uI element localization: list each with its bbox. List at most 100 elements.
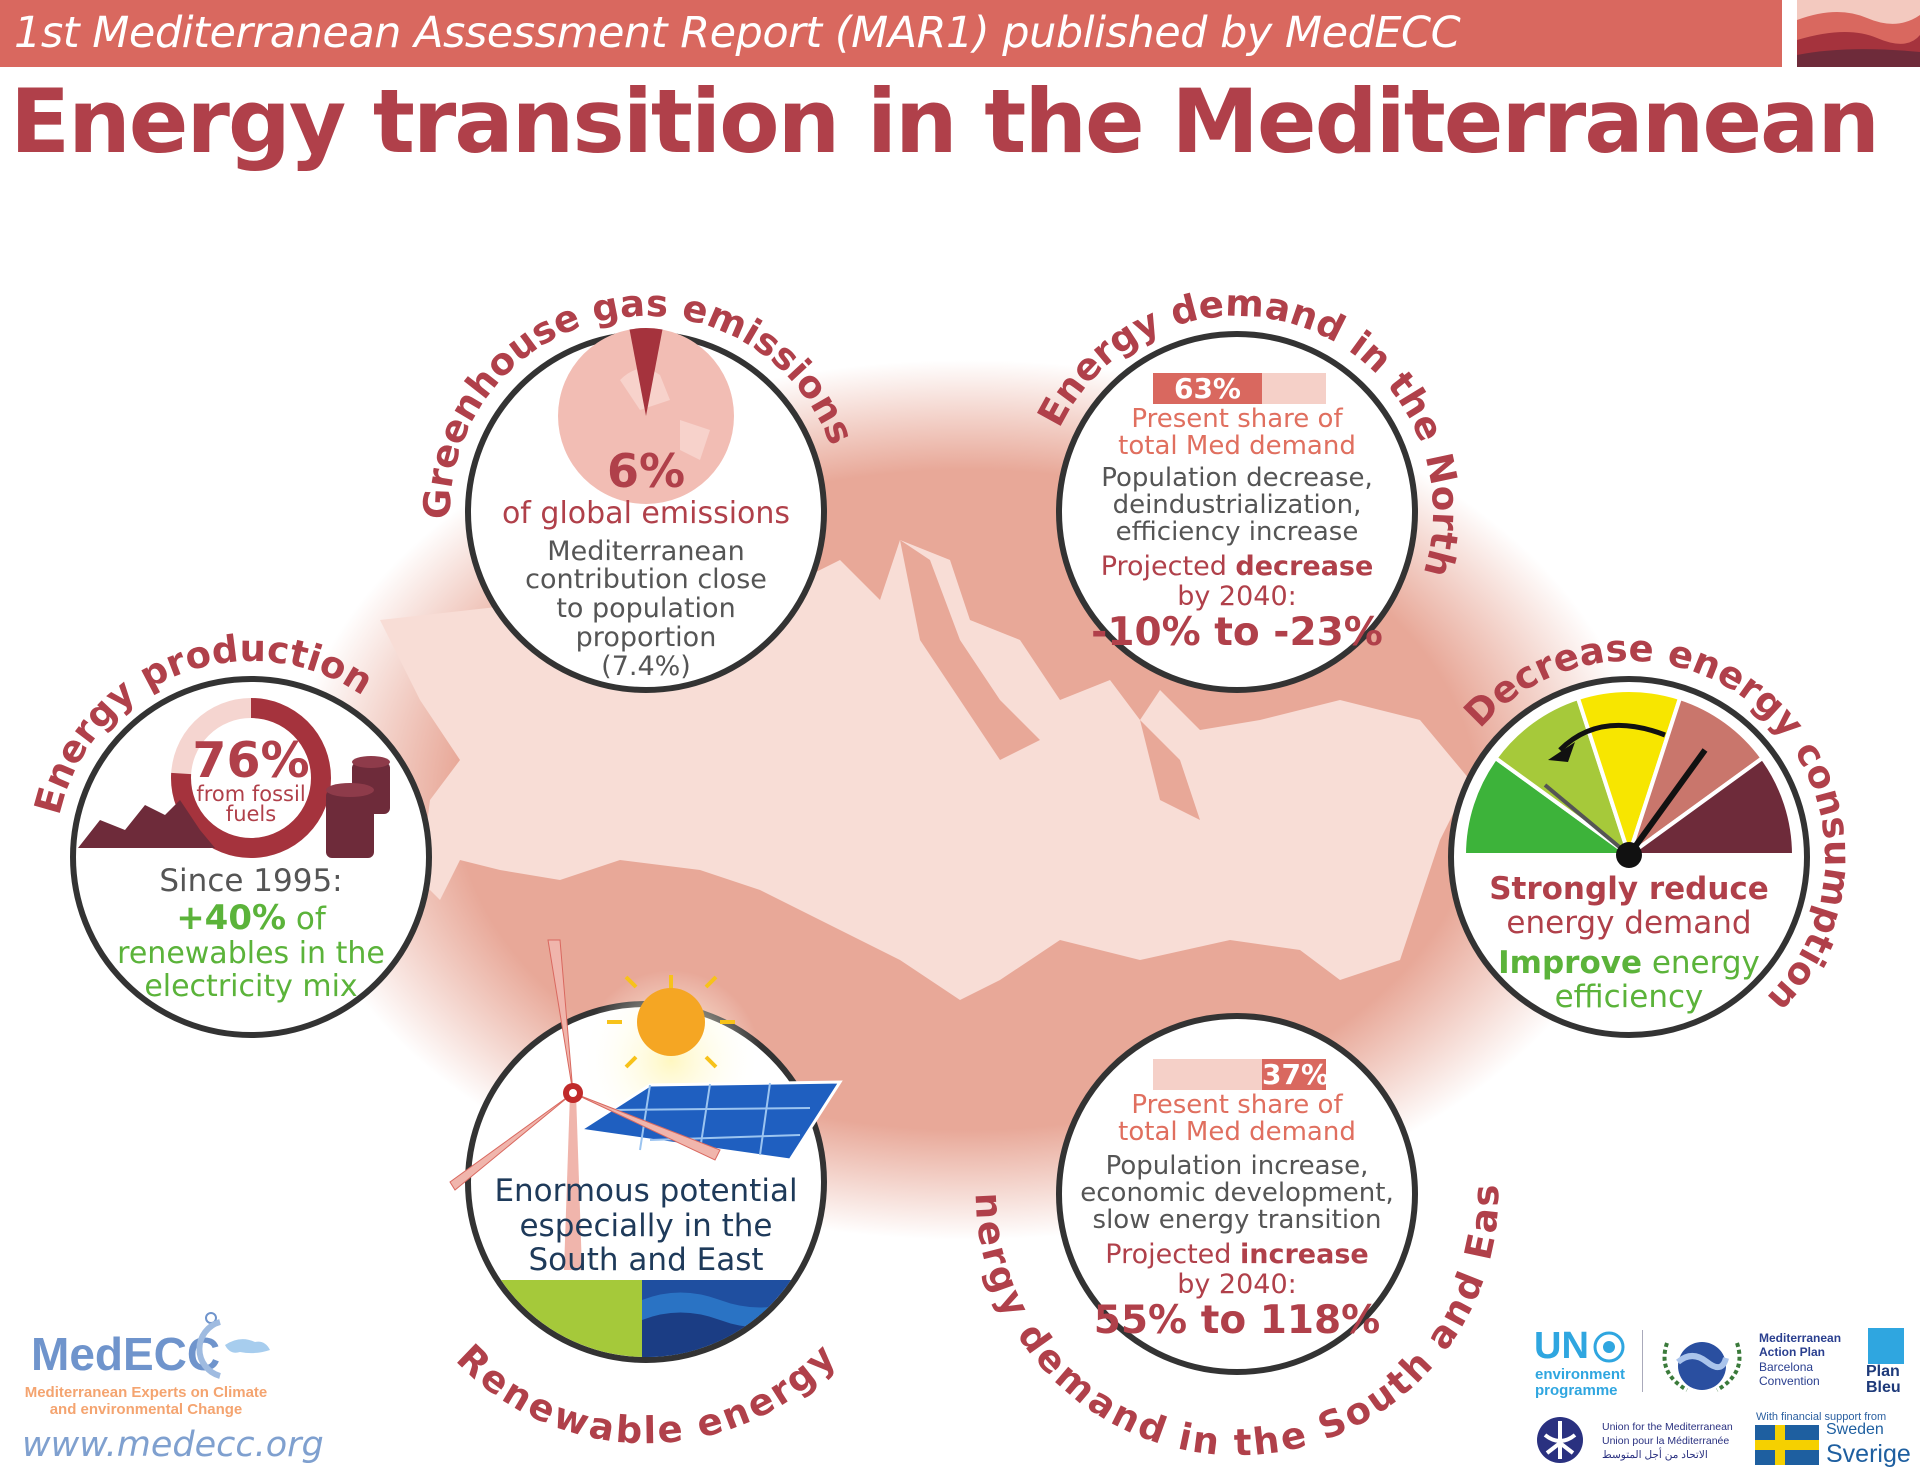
line: Mediterranean [1759, 1331, 1842, 1345]
south-share-fill: 37% [1262, 1058, 1330, 1091]
greece-shape [1140, 720, 1200, 820]
line: efficiency [1554, 979, 1704, 1016]
header-banner: 1st Mediterranean Assessment Report (MAR… [0, 0, 1782, 67]
fossil-donut-chart [171, 698, 331, 858]
line: الاتحاد من أجل المتوسط [1602, 1449, 1708, 1462]
line: Plan [1866, 1363, 1900, 1380]
oil-barrels-icon [326, 756, 390, 858]
gauge-segment [1625, 695, 1766, 861]
line: slow energy transition [1092, 1205, 1382, 1236]
rest: energy [1641, 945, 1760, 982]
growth-suffix: of [286, 901, 326, 938]
prefix: Projected [1100, 551, 1236, 583]
prefix: Projected [1105, 1239, 1240, 1271]
south-by: by 2040: [1177, 1269, 1297, 1301]
sweden-support-label: With financial support from [1756, 1411, 1887, 1423]
line: Action Plan [1759, 1345, 1826, 1360]
south-content: Present share of total Med demand Populat… [1047, 1090, 1427, 1343]
medecc-url[interactable]: www.medecc.org [22, 1425, 324, 1465]
plan-bleu-emblem-icon [1868, 1328, 1904, 1364]
ufm-emblem-icon [1537, 1417, 1583, 1463]
line: Union for the Mediterranean [1602, 1421, 1733, 1433]
line: deindustrialization, [1112, 489, 1362, 520]
line: and environmental Change [49, 1401, 243, 1419]
line: Present share of [1131, 404, 1343, 434]
line: Population decrease, [1101, 462, 1373, 493]
map-barcelona-emblem-icon [1662, 1342, 1742, 1392]
divider [1642, 1330, 1643, 1392]
production-donut-label: 76% from fossil fuels [151, 736, 351, 825]
globe-pie-icon [558, 328, 734, 504]
sweden-text: Sweden [1826, 1421, 1884, 1438]
gauge-needle [1626, 748, 1708, 857]
ghg-line: contribution close [525, 564, 767, 596]
word: increase [1240, 1239, 1369, 1271]
plan-bleu-logo: Plan Bleu [1866, 1364, 1901, 1396]
coal-hills-icon [78, 800, 215, 848]
line: South and East [528, 1242, 764, 1279]
south-drivers: Population increase, economic development… [1047, 1150, 1427, 1236]
line: Strongly reduce [1489, 871, 1769, 907]
north-share-label: Present share of total Med demand [1047, 404, 1427, 462]
word: decrease [1235, 551, 1374, 583]
gauge-segment [1492, 695, 1633, 861]
medecc-tagline: Mediterranean Experts on Climate and envi… [18, 1384, 274, 1419]
line: electricity mix [144, 969, 358, 1005]
sverige-text: Sverige [1826, 1440, 1911, 1468]
gauge-segment [1622, 755, 1797, 857]
ghg-caption: of global emissions [501, 495, 791, 531]
italy-shape [900, 540, 1040, 760]
banner-decoration [1797, 0, 1920, 67]
ghg-line: proportion [575, 622, 717, 654]
swedish-flag-icon [1755, 1425, 1819, 1465]
unep-logo: UN [1534, 1325, 1589, 1367]
gauge-segment [1461, 755, 1636, 857]
ghg-description: Mediterranean contribution close to popu… [456, 535, 836, 683]
map-text: Mediterranean Action Plan Barcelona Convent… [1759, 1331, 1841, 1389]
north-drivers: Population decrease, deindustrialization,… [1047, 462, 1427, 548]
line: efficiency increase [1115, 517, 1359, 548]
energy-gauge [1461, 688, 1797, 862]
line: renewables in the [117, 936, 385, 972]
line: environment [1535, 1366, 1626, 1383]
line: Improve energy [1439, 946, 1819, 980]
medecc-logo: MedECC [31, 1328, 221, 1380]
ghg-content: 6% of global emissions Mediterranean con… [456, 446, 836, 682]
growth-value: +40% [176, 898, 287, 939]
line: Mediterranean Experts on Climate [24, 1384, 268, 1401]
bold: Improve [1498, 945, 1642, 982]
line: programme [1535, 1381, 1618, 1399]
ghg-line: (7.4%) [601, 651, 691, 683]
south-projection: Projected increase [1047, 1240, 1427, 1270]
north-share-bar: 63% [1153, 373, 1326, 404]
line: economic development, [1080, 1177, 1394, 1208]
line: Population increase, [1105, 1150, 1369, 1181]
line: especially in the [519, 1207, 773, 1244]
renewable-content: Enormous potential especially in the Sou… [456, 1174, 836, 1278]
ghg-value: 6% [606, 444, 686, 498]
decrease-content: Strongly reduce energy demand Improve en… [1439, 872, 1819, 1014]
line: total Med demand [1118, 1117, 1356, 1148]
curved-arrow-icon [1558, 722, 1666, 752]
north-projection: Projected decrease [1047, 552, 1427, 582]
unep-text: environment programme [1535, 1367, 1625, 1399]
south-share-bar: 37% [1153, 1058, 1330, 1091]
line: Union pour la Méditerranée [1602, 1435, 1730, 1448]
medecc-globe-icon [196, 1312, 270, 1379]
line: from fossil [196, 782, 306, 806]
south-share-label: Present share of total Med demand [1047, 1090, 1427, 1148]
production-content: Since 1995: +40% of renewables in the el… [61, 863, 441, 1005]
banner-text: 1st Mediterranean Assessment Report (MAR… [14, 8, 1461, 58]
ghg-line: Mediterranean [547, 535, 745, 567]
ghg-line: to population [556, 593, 736, 625]
line: total Med demand [1118, 431, 1356, 462]
production-since: Since 1995: [159, 863, 343, 899]
north-range: -10% to -23% [1091, 609, 1383, 655]
page-title: Energy transition in the Mediterranean [10, 70, 1880, 173]
line: energy demand [1506, 905, 1752, 942]
production-growth: +40% of [61, 898, 441, 939]
line: Present share of [1131, 1090, 1343, 1120]
line: fuels [225, 801, 277, 826]
south-range: 55% to 118% [1093, 1297, 1381, 1343]
